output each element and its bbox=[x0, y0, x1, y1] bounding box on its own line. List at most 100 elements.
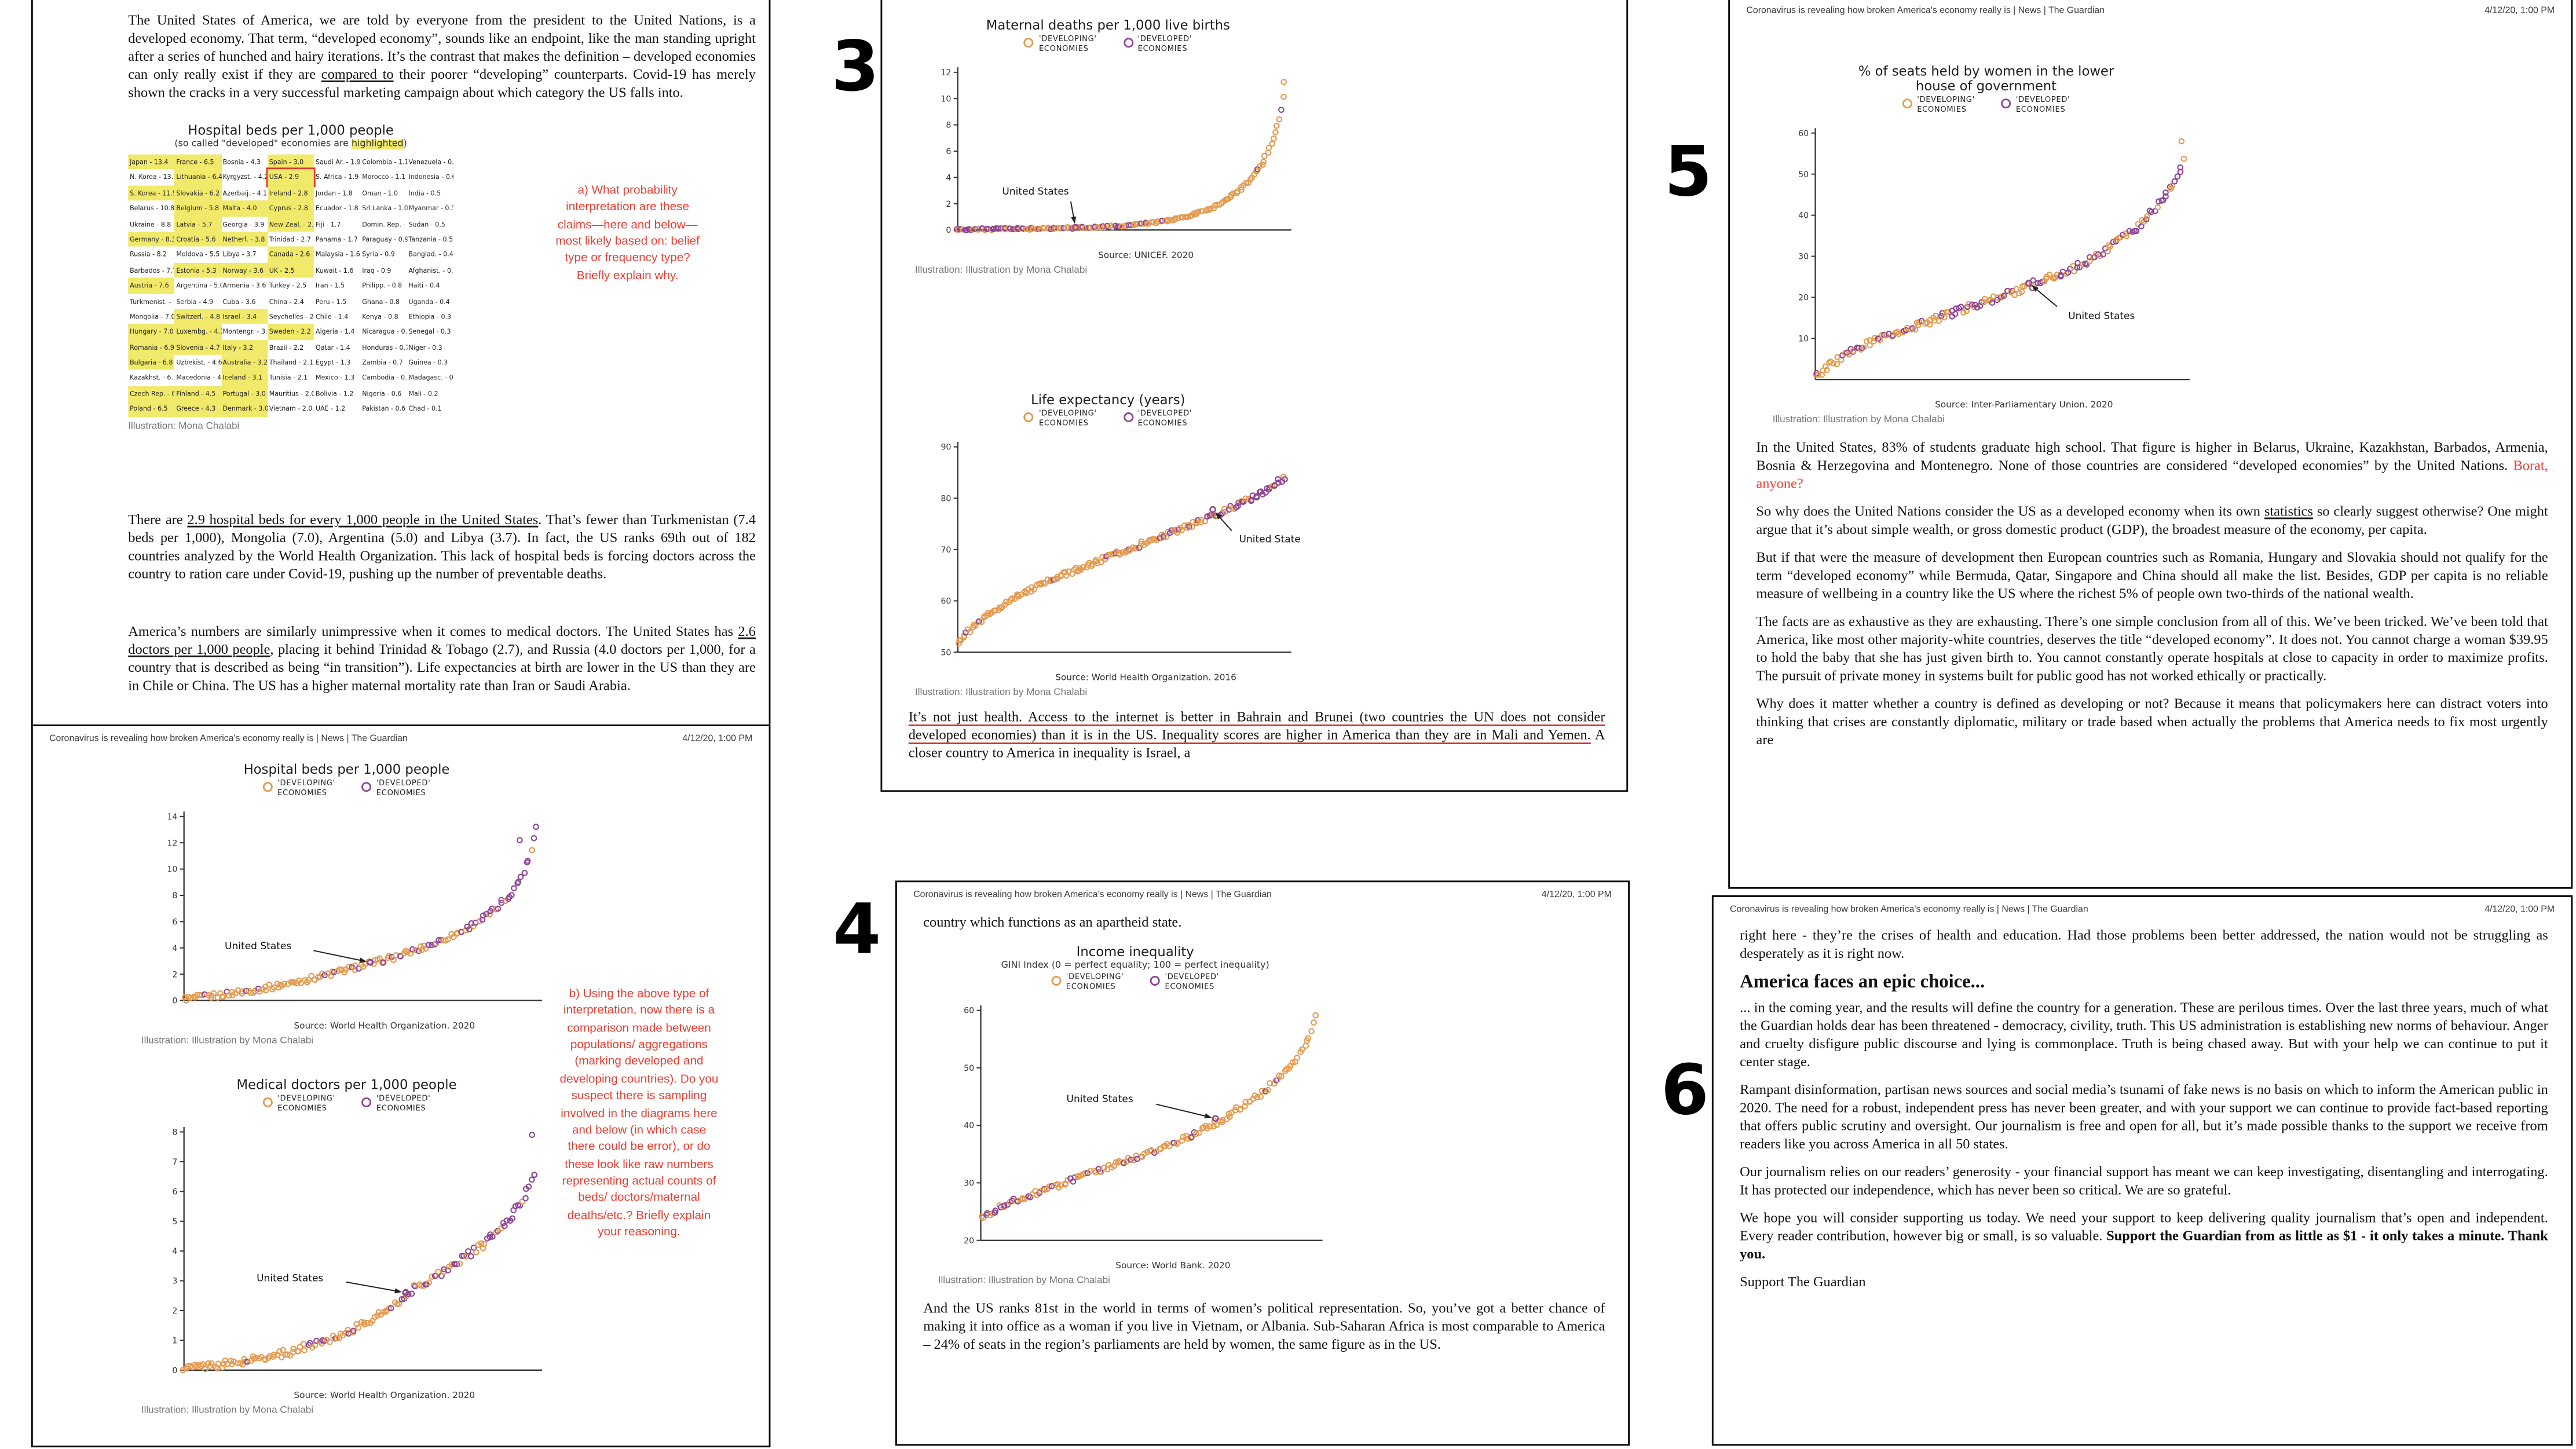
legend-label: 'DEVELOPING' ECONOMIES bbox=[277, 780, 335, 799]
country-entry: Slovenia - 4.7 bbox=[174, 339, 221, 355]
country-entry: Banglad. - 0.4 bbox=[408, 250, 453, 259]
chart-caption: Illustration: Illustration by Mona Chala… bbox=[1772, 415, 1945, 426]
maternal-deaths-chart: Maternal deaths per 1,000 live births 'DE… bbox=[915, 18, 1301, 276]
subtitle-text: (so called "developed" economies are bbox=[174, 140, 352, 150]
developing-dot-icon bbox=[1902, 97, 1912, 108]
svg-text:20: 20 bbox=[964, 1236, 974, 1246]
panel-6-epic-choice-page: Coronavirus is revealing how broken Amer… bbox=[1711, 895, 2573, 1446]
country-entry: Romania - 6.9 bbox=[128, 339, 175, 355]
apartheid-sentence: country which functions as an apartheid … bbox=[923, 913, 1182, 930]
country-entry: France - 6.5 bbox=[174, 154, 221, 170]
svg-text:1: 1 bbox=[172, 1336, 177, 1345]
country-entry: Luxembg. - 4.7 bbox=[174, 324, 221, 340]
svg-text:10: 10 bbox=[941, 94, 951, 104]
svg-text:3: 3 bbox=[172, 1276, 177, 1286]
gdp-paragraph: But if that were the measure of developm… bbox=[1756, 548, 2548, 602]
country-entry: Nigeria - 0.6 bbox=[362, 389, 402, 398]
header-timestamp: 4/12/20, 1:00 PM bbox=[682, 734, 753, 745]
intro-paragraph: The United States of America, we are tol… bbox=[128, 12, 756, 102]
developing-dot-icon bbox=[262, 1096, 273, 1107]
scatter-plot: 50 60 70 80 90 United States bbox=[941, 441, 1301, 657]
country-entry: Panama - 1.7 bbox=[316, 235, 358, 243]
svg-text:30: 30 bbox=[964, 1179, 974, 1188]
legend-label: 'DEVELOPED' ECONOMIES bbox=[376, 1096, 431, 1114]
country-entry: Iran - 1.5 bbox=[316, 281, 345, 290]
svg-text:0: 0 bbox=[172, 1366, 177, 1375]
text-segment: It’s not just health. Access to the inte… bbox=[908, 708, 1605, 743]
text-link[interactable]: 2.9 hospital beds for every 1,000 people… bbox=[187, 511, 539, 528]
developed-dot-icon bbox=[361, 1096, 372, 1107]
chart-title: Income inequality bbox=[1076, 945, 1194, 960]
text-link[interactable]: statistics bbox=[2264, 503, 2313, 519]
panel-label-6: 6 bbox=[1660, 1049, 1709, 1130]
country-entry: S. Korea - 11.5 bbox=[128, 185, 175, 201]
legend-item-developing: 'DEVELOPING' ECONOMIES bbox=[1902, 97, 1975, 116]
country-entry: Guinea - 0.3 bbox=[408, 358, 448, 367]
svg-text:80: 80 bbox=[941, 494, 951, 503]
chart-caption: Illustration: Illustration by Mona Chala… bbox=[141, 1036, 314, 1046]
country-entry: Czech Rep. - 6.6 bbox=[128, 386, 175, 401]
country-entry: Australia - 3.2 bbox=[221, 354, 268, 371]
country-list: Japan - 13.4 N. Korea - 13.2 S. Korea - 11… bbox=[128, 154, 453, 417]
perilous-times-paragraph: ... in the coming year, and the results … bbox=[1740, 998, 2548, 1070]
tricked-paragraph: The facts are as exhaustive as they are … bbox=[1756, 613, 2548, 684]
text-segment: In the United States, 83% of students gr… bbox=[1756, 438, 2548, 473]
chart-source: Source: World Health Organization. 2020 bbox=[294, 1391, 475, 1402]
country-entry: Chile - 1.4 bbox=[316, 312, 349, 320]
developing-dot-icon bbox=[1024, 411, 1034, 422]
country-entry: Egypt - 1.3 bbox=[316, 358, 351, 367]
header-timestamp: 4/12/20, 1:00 PM bbox=[2484, 6, 2555, 17]
country-entry: Serbia - 4.9 bbox=[176, 297, 214, 305]
developed-dot-icon bbox=[2001, 97, 2011, 108]
legend-item-developed: 'DEVELOPED' ECONOMIES bbox=[361, 1096, 430, 1115]
svg-text:8: 8 bbox=[946, 121, 951, 130]
legend-item-developed: 'DEVELOPED' ECONOMIES bbox=[1150, 974, 1219, 994]
support-link[interactable]: Support The Guardian bbox=[1740, 1273, 1866, 1290]
legend-item-developing: 'DEVELOPING' ECONOMIES bbox=[1024, 36, 1096, 56]
country-entry: Norway - 3.6 bbox=[221, 262, 268, 278]
svg-text:10: 10 bbox=[1798, 334, 1809, 343]
country-entry: Chad - 0.1 bbox=[408, 404, 442, 413]
text-link[interactable]: 2.6 doctors per 1,000 people bbox=[128, 623, 756, 657]
women-seats-chart: % of seats held by women in the lower ho… bbox=[1773, 64, 2200, 426]
country-entry: Uganda - 0.4 bbox=[408, 297, 450, 305]
text-link[interactable]: compared to bbox=[321, 65, 394, 82]
legend-item-developed: 'DEVELOPED' ECONOMIES bbox=[2001, 97, 2070, 116]
svg-text:60: 60 bbox=[941, 597, 951, 606]
country-entry: UK - 2.5 bbox=[267, 262, 314, 278]
legend-label: 'DEVELOPED' ECONOMIES bbox=[376, 780, 431, 799]
chart-legend: 'DEVELOPING' ECONOMIES 'DEVELOPED' ECONOM… bbox=[938, 974, 1333, 994]
svg-text:14: 14 bbox=[167, 813, 177, 822]
country-entry: Ukraine - 8.8 bbox=[130, 219, 171, 228]
country-entry: Seychelles - 2.3 bbox=[269, 312, 314, 320]
country-entry: Argentina - 5.0 bbox=[176, 281, 221, 290]
hospital-beds-table-figure: Hospital beds per 1,000 people (so called… bbox=[128, 123, 453, 431]
country-entry: Colombia - 1.1 bbox=[362, 158, 407, 166]
chart-title: Life expectancy (years) bbox=[1031, 392, 1185, 408]
disinformation-paragraph: Rampant disinformation, partisan news so… bbox=[1740, 1081, 2548, 1152]
chart-source: Source: World Health Organization. 2016 bbox=[1055, 673, 1236, 683]
panel-2-charts-page: Coronavirus is revealing how broken Amer… bbox=[31, 724, 771, 1448]
country-entry: Jordan - 1.8 bbox=[316, 188, 353, 197]
text-segment: A closer country to America in inequalit… bbox=[908, 726, 1605, 761]
country-entry: Mongolia - 7.0 bbox=[130, 312, 175, 320]
chart-caption: Illustration: Illustration by Mona Chala… bbox=[915, 266, 1088, 276]
country-entry: Austria - 7.6 bbox=[128, 277, 175, 294]
country-entry: Thailand - 2.1 bbox=[269, 358, 313, 367]
country-entry: UAE - 1.2 bbox=[316, 404, 346, 413]
legend-label: 'DEVELOPED' ECONOMIES bbox=[1137, 36, 1192, 54]
header-title: Coronavirus is revealing how broken Amer… bbox=[1746, 6, 2105, 17]
country-entry: Portugal - 3.0 bbox=[221, 386, 268, 401]
chart-caption: Illustration: Illustration by Mona Chala… bbox=[915, 688, 1088, 698]
country-entry: Sri Lanka - 1.0 bbox=[362, 204, 407, 213]
country-entry: India - 0.5 bbox=[408, 188, 441, 197]
medical-doctors-chart: Medical doctors per 1,000 people 'DEVELOP… bbox=[141, 1078, 552, 1416]
country-entry: Canada - 2.6 bbox=[267, 247, 314, 263]
chart-source: Source: Inter-Parliamentary Union. 2020 bbox=[1935, 400, 2113, 411]
text-segment: so clearly suggest otherwise? One might … bbox=[1756, 503, 2548, 537]
developing-dot-icon bbox=[1051, 975, 1062, 985]
country-entry: Nicaragua - 0.7 bbox=[362, 327, 407, 336]
text-segment: , placing it behind Trinidad & Tobago (2… bbox=[128, 641, 756, 694]
legend-item-developing: 'DEVELOPING' ECONOMIES bbox=[262, 1096, 335, 1115]
country-entry: Iceland - 3.1 bbox=[221, 370, 268, 386]
